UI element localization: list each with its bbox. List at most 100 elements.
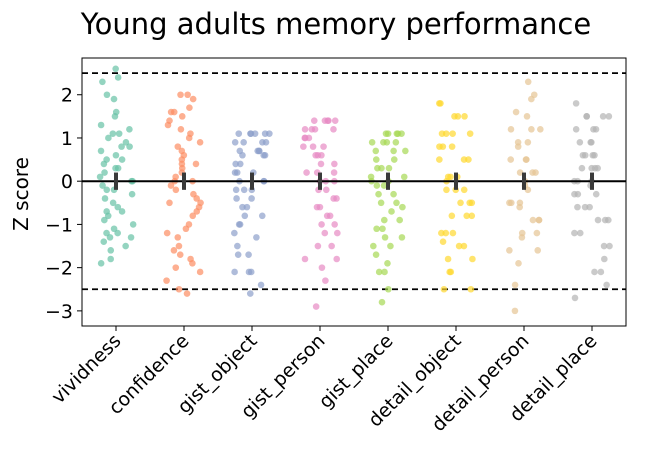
data-point <box>392 138 400 146</box>
data-point <box>312 303 320 310</box>
y-tick-label: 1 <box>61 128 73 150</box>
data-point <box>375 190 382 198</box>
data-point <box>571 294 579 302</box>
data-point <box>240 186 248 194</box>
data-point <box>178 113 186 120</box>
data-point <box>177 91 184 99</box>
data-point <box>234 251 242 258</box>
data-point <box>254 147 261 155</box>
data-point <box>444 255 452 263</box>
data-point <box>572 100 580 107</box>
data-point <box>322 277 329 284</box>
data-point <box>583 113 590 120</box>
data-point <box>537 126 544 133</box>
data-point <box>234 242 241 250</box>
data-point <box>163 229 171 237</box>
data-point <box>331 117 339 124</box>
data-point <box>253 234 260 241</box>
data-point <box>385 164 393 172</box>
y-tick-label: −2 <box>45 258 73 280</box>
y-tick-label: 2 <box>61 85 73 107</box>
data-point <box>372 147 380 155</box>
data-point <box>465 156 472 163</box>
data-point <box>128 190 136 198</box>
data-point <box>601 255 608 263</box>
data-point <box>321 229 329 237</box>
data-point <box>373 225 380 233</box>
y-tick-label: −3 <box>45 301 73 323</box>
data-point <box>378 298 386 306</box>
data-point <box>528 126 535 133</box>
data-point <box>196 268 204 276</box>
data-point <box>466 130 474 137</box>
data-point <box>184 91 191 99</box>
data-point <box>260 151 267 159</box>
data-point <box>99 182 106 189</box>
data-point <box>381 216 388 224</box>
data-point <box>588 164 595 172</box>
data-point <box>97 260 105 267</box>
data-point <box>523 156 530 163</box>
data-point <box>318 264 326 271</box>
data-point <box>106 234 114 241</box>
data-point <box>105 134 112 142</box>
data-point <box>516 169 524 176</box>
data-point <box>257 281 265 289</box>
data-point <box>594 216 602 224</box>
data-point <box>398 234 406 241</box>
data-point <box>109 199 117 207</box>
data-point <box>578 164 586 172</box>
data-point <box>590 126 597 133</box>
data-point <box>232 160 239 168</box>
y-axis-label: Z score <box>9 157 33 231</box>
data-point <box>235 130 243 137</box>
data-point <box>172 264 180 271</box>
data-point <box>101 169 108 176</box>
data-point <box>398 130 405 137</box>
data-point <box>122 138 130 146</box>
data-point <box>384 260 391 267</box>
data-point <box>239 203 246 211</box>
data-point <box>245 268 253 276</box>
data-point <box>176 251 184 258</box>
data-point <box>310 117 318 124</box>
data-point <box>523 113 531 120</box>
data-point <box>303 169 310 176</box>
data-point <box>461 113 468 120</box>
data-point <box>174 234 182 241</box>
data-point <box>248 195 255 202</box>
data-point <box>232 186 240 194</box>
data-point <box>196 138 204 146</box>
y-tick-label: −1 <box>45 214 73 236</box>
data-point <box>508 199 515 207</box>
data-point <box>99 78 106 86</box>
data-point <box>326 212 334 220</box>
data-point <box>379 225 386 233</box>
data-point <box>594 164 601 172</box>
data-point <box>381 268 388 276</box>
data-point <box>334 229 341 237</box>
data-point <box>506 247 513 254</box>
data-point <box>442 229 450 237</box>
data-point <box>455 242 463 250</box>
data-point <box>518 234 526 241</box>
data-point <box>177 126 185 133</box>
data-point <box>400 173 408 181</box>
data-point <box>126 143 133 150</box>
data-point <box>175 285 183 293</box>
data-point <box>574 203 581 211</box>
data-point <box>316 203 324 211</box>
data-point <box>311 126 319 133</box>
data-point <box>193 208 201 215</box>
data-point <box>449 130 456 137</box>
data-point <box>439 143 447 150</box>
data-point <box>368 138 376 146</box>
plot-area: 210−1−2−3vividnessconfidencegist_objectg… <box>45 57 627 436</box>
data-point <box>524 186 532 194</box>
data-point <box>258 212 266 220</box>
data-point <box>588 138 595 146</box>
data-point <box>314 242 322 250</box>
data-point <box>103 208 110 215</box>
data-point <box>328 242 335 250</box>
